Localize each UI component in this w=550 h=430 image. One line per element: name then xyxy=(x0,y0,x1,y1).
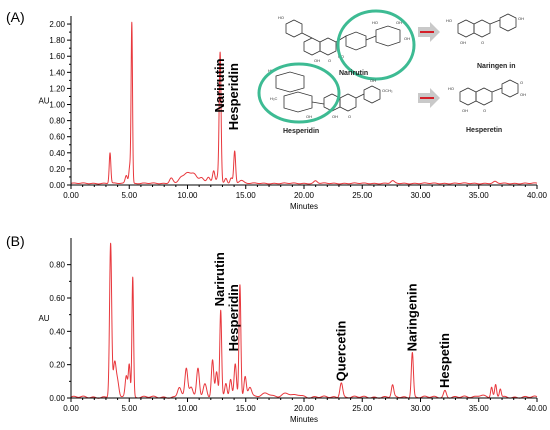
y-axis-title: AU xyxy=(38,314,49,323)
y-tick-label: 1.80 xyxy=(49,36,65,45)
y-tick-label: 2.00 xyxy=(49,20,65,29)
y-tick-label: 0.40 xyxy=(49,149,65,158)
x-tick-label: 35.00 xyxy=(469,191,490,200)
svg-text:OH: OH xyxy=(306,114,312,119)
svg-text:OH: OH xyxy=(404,36,410,41)
panel-label: (A) xyxy=(6,9,25,25)
x-axis-title: Minutes xyxy=(290,202,318,211)
narirutin-structure: HO OH O HO OH OH HO xyxy=(278,15,410,63)
x-tick-label: 25.00 xyxy=(352,191,373,200)
x-tick-label: 15.00 xyxy=(236,404,257,413)
y-tick-label: 0.80 xyxy=(49,261,65,270)
svg-text:HO: HO xyxy=(448,86,454,91)
chart-panel-b: (B) 0.00 0.20 0.40 0.60 0.80 0.00 5.00 10.00 15.0… xyxy=(6,233,548,424)
svg-text:HO: HO xyxy=(446,18,452,23)
y-tick-label: 0.40 xyxy=(49,327,65,336)
structure-label: Naringen in xyxy=(477,63,516,70)
x-tick-label: 10.00 xyxy=(177,404,198,413)
x-tick-label: 30.00 xyxy=(410,404,431,413)
y-tick-label: 0.00 xyxy=(49,394,65,403)
svg-text:OCH₃: OCH₃ xyxy=(382,88,393,93)
x-tick-label: 0.00 xyxy=(63,404,79,413)
y-tick-label: 1.40 xyxy=(49,68,65,77)
svg-text:O: O xyxy=(483,108,486,113)
y-tick-label: 1.00 xyxy=(49,101,65,110)
svg-text:H₃C: H₃C xyxy=(270,96,278,101)
y-tick-label: 1.20 xyxy=(49,84,65,93)
x-tick-label: 5.00 xyxy=(121,191,137,200)
sugar-highlight-circle xyxy=(336,9,416,81)
structure-label: Hesperetin xyxy=(466,127,502,134)
peak-annotation: Narirutin xyxy=(212,252,227,306)
x-tick-label: 20.00 xyxy=(294,404,315,413)
y-tick-label: 0.00 xyxy=(49,181,65,190)
structure-inset: HO OH O HO OH OH HO Narirutin HO H₃C OH xyxy=(257,9,526,135)
x-tick-label: 25.00 xyxy=(352,404,373,413)
x-tick-label: 10.00 xyxy=(177,191,198,200)
peak-annotation: Narirutin xyxy=(212,58,227,112)
peak-annotation: Hesperidin xyxy=(226,284,241,351)
svg-text:OH: OH xyxy=(460,40,466,45)
svg-text:O: O xyxy=(348,114,351,119)
y-tick-label: 0.60 xyxy=(49,133,65,142)
svg-text:OH: OH xyxy=(332,114,338,119)
svg-text:OH: OH xyxy=(518,16,524,21)
peak-annotation: Quercetin xyxy=(333,321,348,382)
chromatogram-trace xyxy=(70,21,538,185)
y-tick-label: 0.80 xyxy=(49,117,65,126)
y-tick-label: 0.60 xyxy=(49,294,65,303)
y-tick-label: 0.20 xyxy=(49,165,65,174)
naringenin-structure: HO OH O OH xyxy=(446,13,524,45)
structure-label: Hesperidin xyxy=(283,128,319,135)
sugar-highlight-circle xyxy=(257,62,341,124)
hesperetin-structure: HO OH O O OH xyxy=(448,79,526,113)
svg-text:O: O xyxy=(520,80,523,85)
x-tick-label: 40.00 xyxy=(527,191,548,200)
y-axis-title: AU xyxy=(38,97,49,106)
panel-label: (B) xyxy=(6,233,25,249)
svg-text:OH: OH xyxy=(396,20,402,25)
arrow-icon xyxy=(418,88,440,108)
peak-annotation: Naringenin xyxy=(404,283,419,351)
y-tick-label: 0.20 xyxy=(49,361,65,370)
svg-text:OH: OH xyxy=(462,108,468,113)
svg-text:HO: HO xyxy=(278,15,284,20)
svg-text:OH: OH xyxy=(520,92,526,97)
x-axis-title: Minutes xyxy=(290,415,318,424)
x-tick-label: 20.00 xyxy=(294,191,315,200)
peak-annotation: Hespetin xyxy=(437,333,452,388)
chart-panel-a: (A) 0.00 0.20 0.40 0.60 0.80 1.00 1.20 1.40 1.60 1… xyxy=(6,9,548,211)
x-tick-label: 0.00 xyxy=(63,191,79,200)
x-tick-label: 15.00 xyxy=(236,191,257,200)
x-tick-label: 5.00 xyxy=(121,404,137,413)
x-tick-label: 30.00 xyxy=(410,191,431,200)
svg-text:HO: HO xyxy=(372,20,378,25)
y-tick-label: 1.60 xyxy=(49,52,65,61)
x-tick-label: 35.00 xyxy=(469,404,490,413)
chromatogram-trace xyxy=(70,242,538,399)
svg-text:O: O xyxy=(481,40,484,45)
arrow-icon xyxy=(418,22,440,42)
svg-text:OH: OH xyxy=(370,78,376,83)
x-tick-label: 40.00 xyxy=(527,404,548,413)
svg-text:O: O xyxy=(328,58,331,63)
structure-label: Narirutin xyxy=(339,70,368,77)
svg-text:OH: OH xyxy=(314,58,320,63)
peak-annotation: Hesperidin xyxy=(226,63,241,130)
